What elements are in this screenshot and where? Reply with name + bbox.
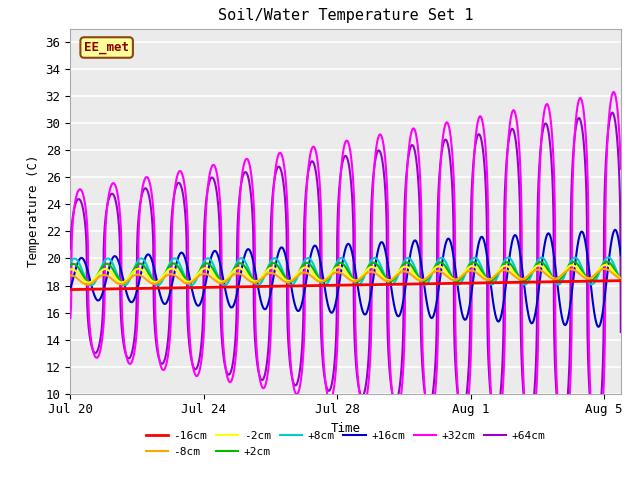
+2cm	[67, 263, 74, 268]
+32cm	[67, 315, 74, 321]
-2cm	[602, 262, 609, 268]
+2cm	[500, 261, 508, 266]
+64cm	[319, 366, 327, 372]
+2cm	[601, 260, 609, 265]
Y-axis label: Temperature (C): Temperature (C)	[27, 155, 40, 267]
Line: -8cm: -8cm	[70, 269, 621, 285]
-16cm	[617, 278, 625, 284]
Legend: -16cm, -8cm, -2cm, +2cm, +8cm, +16cm, +32cm, +64cm: -16cm, -8cm, -2cm, +2cm, +8cm, +16cm, +3…	[141, 427, 550, 461]
+8cm	[95, 271, 102, 277]
Text: EE_met: EE_met	[84, 41, 129, 54]
-2cm	[601, 262, 609, 268]
Line: -16cm: -16cm	[70, 281, 621, 289]
Line: +2cm: +2cm	[70, 262, 621, 283]
+16cm	[319, 277, 327, 283]
-2cm	[84, 280, 92, 286]
+2cm	[86, 280, 94, 286]
+16cm	[500, 299, 508, 304]
+32cm	[95, 353, 102, 359]
+32cm	[601, 338, 609, 344]
+8cm	[617, 278, 625, 284]
+2cm	[320, 279, 328, 285]
+64cm	[95, 345, 102, 351]
-2cm	[500, 263, 508, 269]
+2cm	[95, 270, 102, 276]
-2cm	[335, 264, 342, 270]
+32cm	[334, 316, 342, 322]
+16cm	[67, 286, 74, 291]
+32cm	[610, 89, 618, 95]
+64cm	[601, 183, 609, 189]
-8cm	[95, 275, 102, 280]
-8cm	[601, 266, 609, 272]
+32cm	[500, 367, 508, 373]
-8cm	[335, 269, 342, 275]
+2cm	[603, 259, 611, 264]
-16cm	[500, 280, 508, 286]
+8cm	[320, 282, 328, 288]
+32cm	[601, 310, 609, 315]
+32cm	[593, 446, 601, 452]
+2cm	[601, 260, 609, 265]
-16cm	[95, 286, 102, 292]
+16cm	[95, 298, 102, 303]
+8cm	[601, 257, 609, 263]
-8cm	[67, 273, 74, 278]
+2cm	[335, 261, 342, 266]
+8cm	[67, 259, 74, 265]
-2cm	[95, 271, 102, 276]
Line: +32cm: +32cm	[70, 92, 621, 449]
+16cm	[611, 227, 619, 233]
+32cm	[617, 166, 625, 172]
+8cm	[335, 257, 342, 263]
-8cm	[601, 266, 609, 272]
-16cm	[67, 287, 74, 292]
-8cm	[500, 267, 508, 273]
-16cm	[334, 282, 342, 288]
Line: -2cm: -2cm	[70, 265, 621, 283]
-16cm	[601, 278, 609, 284]
-16cm	[319, 283, 327, 288]
+16cm	[617, 252, 625, 258]
-2cm	[320, 277, 328, 283]
+16cm	[595, 324, 602, 330]
+16cm	[601, 291, 609, 297]
+64cm	[334, 205, 342, 211]
+16cm	[601, 293, 609, 299]
-2cm	[601, 262, 609, 268]
-2cm	[67, 267, 74, 273]
+8cm	[500, 259, 508, 264]
+64cm	[67, 246, 74, 252]
-16cm	[601, 278, 609, 284]
+16cm	[334, 288, 342, 294]
+64cm	[591, 431, 599, 437]
+64cm	[601, 175, 609, 181]
Line: +16cm: +16cm	[70, 230, 621, 327]
+8cm	[87, 283, 95, 288]
+64cm	[609, 110, 616, 116]
X-axis label: Time: Time	[331, 422, 360, 435]
+64cm	[617, 329, 625, 335]
-8cm	[617, 275, 625, 281]
Line: +8cm: +8cm	[70, 257, 621, 286]
+8cm	[601, 257, 609, 263]
+32cm	[319, 356, 327, 361]
Line: +64cm: +64cm	[70, 113, 621, 434]
-8cm	[602, 266, 609, 272]
Title: Soil/Water Temperature Set 1: Soil/Water Temperature Set 1	[218, 9, 474, 24]
+2cm	[617, 276, 625, 282]
-8cm	[84, 282, 92, 288]
-2cm	[617, 275, 625, 281]
-8cm	[320, 278, 328, 284]
+8cm	[604, 254, 612, 260]
+64cm	[500, 280, 508, 286]
